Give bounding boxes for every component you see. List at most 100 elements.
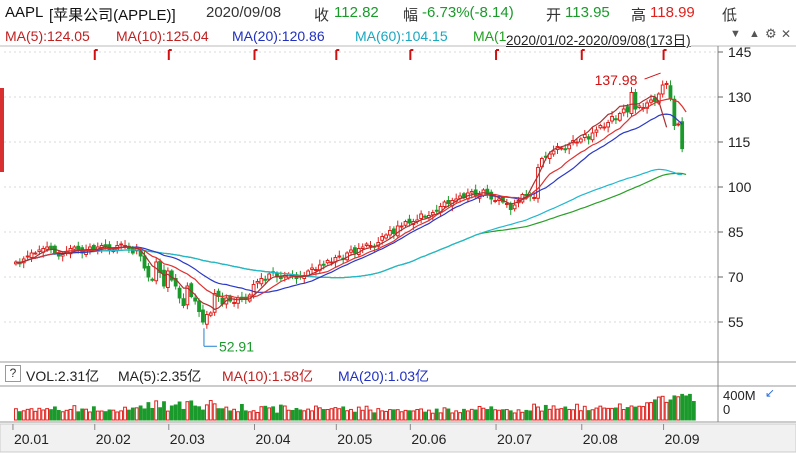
close-icon[interactable]: ✕	[781, 27, 792, 41]
candle-body	[360, 246, 365, 249]
y-tick-label-85: 85	[728, 224, 744, 240]
volume-bar	[454, 410, 459, 421]
volume-bar	[360, 409, 365, 421]
candle-body	[76, 245, 81, 251]
candle-body	[403, 221, 408, 226]
chevron-down-icon[interactable]: ▼	[730, 28, 741, 40]
change-label: 幅	[403, 7, 419, 24]
candle-body	[325, 260, 330, 264]
volume-bar	[567, 408, 572, 421]
candle-body	[614, 118, 618, 121]
candle-body	[310, 267, 314, 270]
volume-bar	[68, 408, 73, 421]
volume-bar	[660, 395, 665, 421]
volume-bar	[130, 407, 135, 421]
candle-body	[201, 309, 205, 323]
volume-bar	[485, 409, 490, 421]
volume-bar	[399, 411, 404, 421]
volume-bar	[41, 409, 46, 421]
y-tick-label-130: 130	[728, 89, 752, 105]
candle-body	[649, 99, 653, 103]
volume-bar	[33, 410, 38, 421]
volume-bar	[512, 412, 517, 421]
volume-legend: ? VOL:2.31亿 MA(5):2.35亿 MA(10):1.58亿 MA(…	[0, 362, 796, 386]
volume-bar	[333, 407, 338, 421]
candle-body	[469, 191, 474, 194]
volume-bar	[590, 409, 595, 421]
volume-bar	[240, 403, 244, 421]
volume-bar	[72, 405, 77, 421]
candle-body	[617, 113, 622, 121]
volume-bar	[520, 411, 525, 421]
y-tick-label-100: 100	[728, 179, 752, 195]
volume-bar	[306, 408, 311, 421]
candle-body	[637, 105, 642, 108]
x-tick-label: 20.06	[411, 431, 446, 447]
x-tick-label: 20.08	[583, 431, 618, 447]
candle-body	[119, 243, 124, 246]
volume-bar	[676, 396, 681, 421]
annot-low-label: 52.91	[219, 338, 254, 354]
volume-bar	[321, 409, 326, 421]
candle-body	[446, 200, 451, 204]
volume-bar	[275, 412, 279, 421]
series-ma60	[15, 168, 683, 279]
x-tick-label: 20.04	[255, 431, 290, 447]
volume-bar	[64, 409, 69, 421]
volume-bar	[458, 412, 462, 421]
volume-bar	[220, 408, 225, 421]
gear-icon[interactable]: ⚙	[765, 26, 777, 41]
volume-bar	[88, 411, 92, 421]
volume-bar	[536, 406, 540, 421]
volume-bar	[134, 407, 139, 421]
volume-bar	[372, 412, 377, 421]
volume-bar	[263, 405, 268, 421]
volume-bar	[197, 406, 201, 421]
volume-bar	[688, 393, 692, 421]
candle-body	[625, 106, 630, 113]
volume-bar	[111, 409, 116, 421]
chevron-up-icon[interactable]: ▲	[749, 28, 760, 40]
candle-body	[442, 201, 447, 207]
candle-body	[212, 293, 217, 313]
volume-bar	[602, 407, 607, 421]
volume-bar	[606, 407, 611, 421]
volume-bar	[469, 408, 474, 421]
volume-bar	[91, 406, 96, 421]
volume-bar	[349, 408, 353, 421]
candle-body	[259, 278, 264, 285]
high-value: 118.99	[650, 4, 695, 21]
volume-bar	[103, 411, 108, 421]
volume-bar	[691, 401, 696, 421]
candle-body	[652, 97, 657, 102]
candle-body	[598, 125, 603, 129]
volume-bar	[617, 403, 622, 421]
x-tick-label: 20.05	[337, 431, 372, 447]
candle-body	[142, 255, 147, 269]
open-value: 113.95	[565, 4, 610, 21]
volume-bar	[232, 408, 237, 421]
vol-axis-top: 400M	[723, 388, 756, 403]
left-edge-marker	[0, 88, 4, 172]
y-tick-label-55: 55	[728, 314, 744, 330]
volume-bar	[610, 407, 614, 421]
volume-bar	[641, 406, 646, 421]
candle-body	[384, 234, 388, 239]
volume-bar	[489, 406, 494, 421]
candle-body	[29, 252, 34, 258]
volume-bar	[497, 409, 501, 421]
volume-bar	[356, 406, 361, 421]
volume-bar	[14, 408, 18, 421]
candle-body	[329, 261, 334, 264]
volume-bar	[119, 410, 124, 421]
volume-bar	[193, 405, 198, 421]
volume-bar	[224, 406, 229, 421]
volume-bar	[578, 410, 583, 421]
volume-bar	[621, 409, 626, 421]
help-icon[interactable]: ?	[5, 365, 21, 382]
volume-bar	[388, 409, 392, 421]
candle-body	[606, 122, 611, 128]
x-tick-label: 20.03	[170, 431, 205, 447]
volume-bar	[60, 411, 65, 421]
